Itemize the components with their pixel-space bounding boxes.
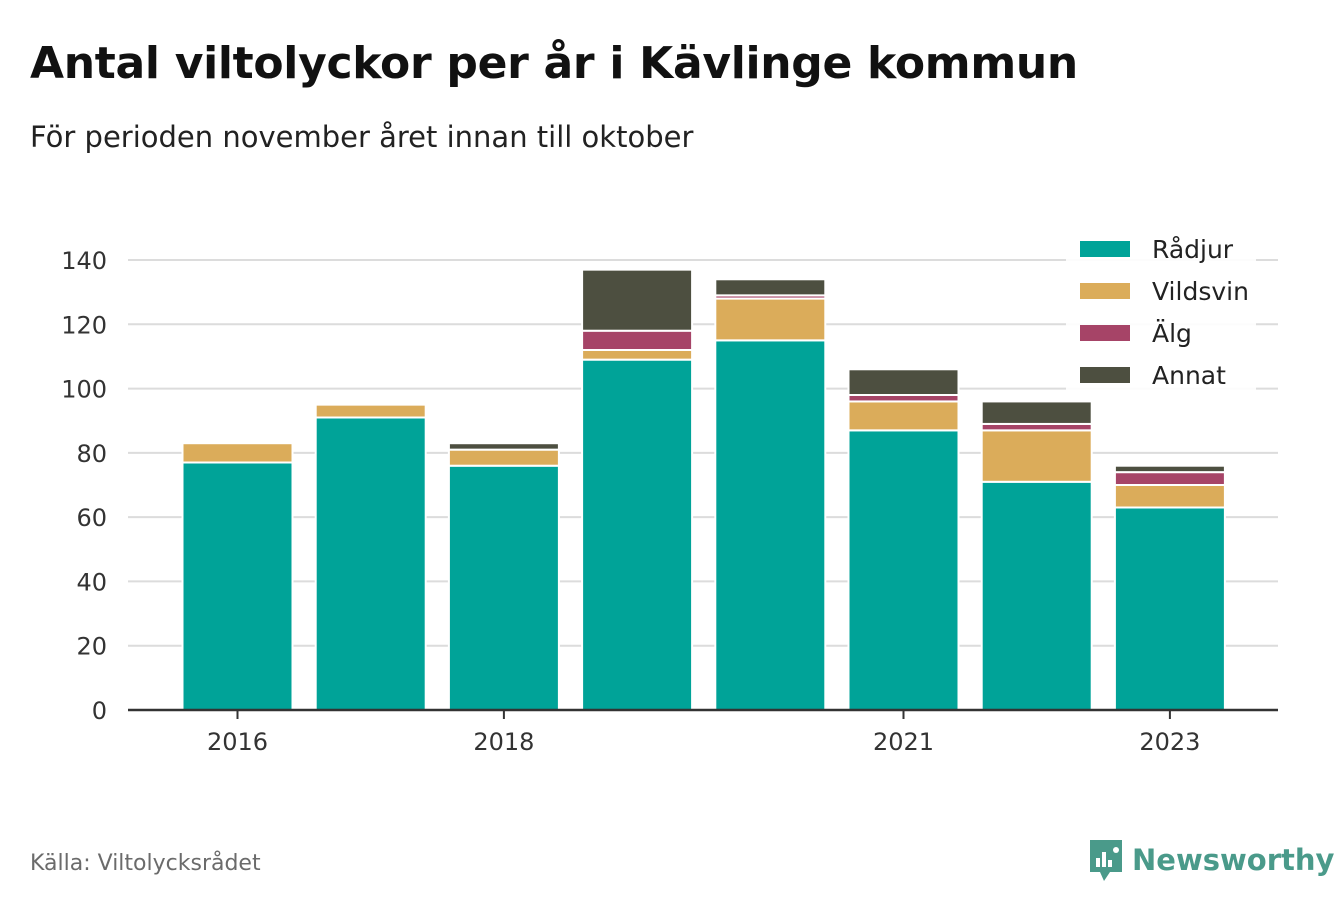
x-tick-label: 2021 — [873, 728, 934, 756]
legend-item-vildsvin: Vildsvin — [1066, 270, 1256, 312]
bar-segment — [447, 442, 560, 451]
y-axis-ticks: 0 20 40 60 80 100 120 140 — [61, 247, 107, 725]
bars — [181, 268, 1226, 712]
bar-segment — [581, 329, 694, 352]
legend-swatch-alg — [1080, 325, 1130, 341]
x-tick-label: 2018 — [473, 728, 534, 756]
y-tick-label: 120 — [61, 311, 107, 339]
bar-segment — [181, 442, 294, 464]
bar-segment — [714, 339, 827, 711]
chart-title: Antal viltolyckor per år i Kävlinge komm… — [30, 38, 1078, 89]
y-tick-label: 60 — [76, 504, 107, 532]
legend-item-annat: Annat — [1066, 354, 1256, 396]
bar-segment — [980, 400, 1093, 425]
legend-label-annat: Annat — [1152, 360, 1226, 390]
y-tick-label: 100 — [61, 376, 107, 404]
bar-segment — [581, 349, 694, 361]
x-tick-label: 2016 — [207, 728, 268, 756]
y-tick-label: 20 — [76, 633, 107, 661]
legend-item-radjur: Rådjur — [1066, 228, 1256, 270]
legend-label-radjur: Rådjur — [1152, 234, 1234, 264]
legend-swatch-radjur — [1080, 241, 1130, 257]
bar-segment — [847, 400, 960, 432]
bar-segment — [980, 429, 1093, 483]
brand-name: Newsworthy — [1132, 843, 1335, 877]
bar-segment — [181, 461, 294, 711]
bar-segment — [847, 429, 960, 711]
bar-segment — [314, 416, 427, 711]
legend-swatch-annat — [1080, 367, 1130, 383]
y-tick-label: 40 — [76, 568, 107, 596]
bar-segment — [1113, 506, 1226, 711]
bar-segment — [714, 297, 827, 342]
bar-segment — [1113, 471, 1226, 486]
bar-segment — [1113, 484, 1226, 509]
legend-swatch-vildsvin — [1080, 283, 1130, 299]
bar-segment — [1113, 464, 1226, 474]
source-note: Källa: Viltolycksrådet — [30, 851, 261, 876]
bar-segment — [581, 268, 694, 332]
newsworthy-logo-icon — [1090, 840, 1122, 881]
chart-subtitle: För perioden november året innan till ok… — [30, 120, 694, 154]
bar-segment — [714, 278, 827, 297]
y-tick-label: 0 — [92, 697, 107, 725]
y-tick-label: 140 — [61, 247, 107, 275]
bar-segment — [447, 464, 560, 712]
legend: Rådjur Vildsvin Älg Annat — [1066, 228, 1256, 396]
legend-label-alg: Älg — [1152, 318, 1192, 348]
bar-segment — [980, 480, 1093, 711]
legend-item-alg: Älg — [1066, 312, 1256, 354]
y-tick-label: 80 — [76, 440, 107, 468]
bar-segment — [447, 448, 560, 467]
x-axis: 2016 2018 2021 2023 — [128, 708, 1278, 756]
bar-segment — [314, 403, 427, 419]
x-tick-label: 2023 — [1139, 728, 1200, 756]
brand-logo: Newsworthy — [1088, 838, 1334, 882]
bar-segment — [847, 368, 960, 396]
bar-segment — [581, 358, 694, 711]
legend-label-vildsvin: Vildsvin — [1152, 276, 1249, 306]
